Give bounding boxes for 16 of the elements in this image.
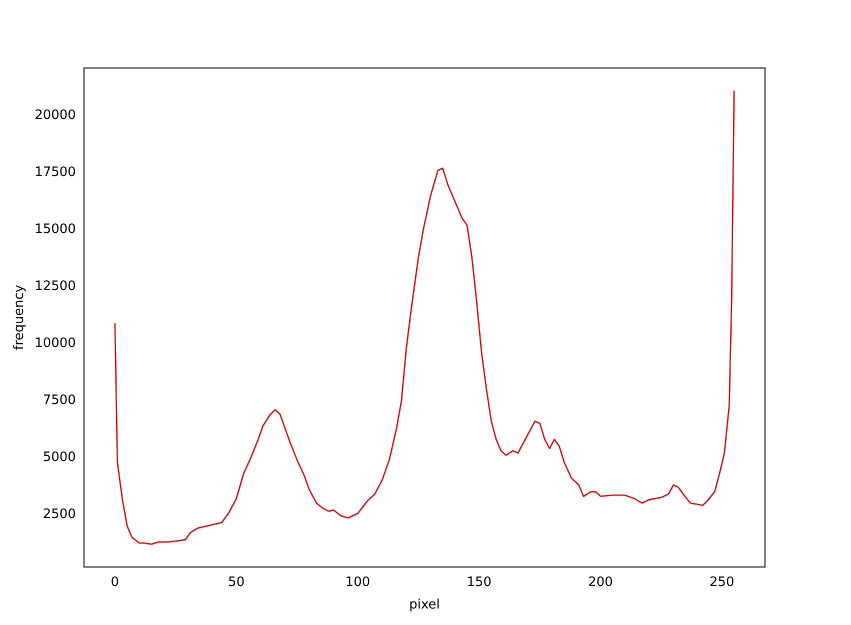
y-tick-label: 12500 — [34, 279, 76, 294]
y-tick-label: 7500 — [42, 392, 76, 408]
x-tick-label: 100 — [345, 574, 370, 590]
x-tick-label: 200 — [588, 574, 613, 590]
y-tick-label: 5000 — [42, 450, 76, 465]
y-axis-title: frequency — [12, 284, 28, 350]
y-tick-label: 20000 — [34, 108, 76, 124]
x-tick-label: 50 — [228, 574, 245, 590]
y-tick-label: 2500 — [42, 506, 76, 522]
x-tick-label: 150 — [466, 574, 492, 590]
y-tick-label: 17500 — [34, 165, 76, 180]
x-tick-label: 0 — [110, 574, 120, 590]
x-axis-title: pixel — [409, 598, 440, 613]
y-tick-label: 15000 — [34, 222, 76, 238]
x-tick-label: 250 — [709, 574, 734, 590]
y-tick-label: 10000 — [34, 336, 76, 351]
